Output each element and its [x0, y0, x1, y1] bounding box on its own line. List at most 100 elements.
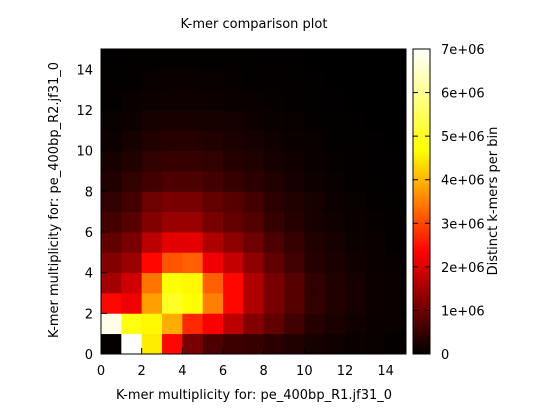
heatmap-cell [162, 252, 183, 274]
heatmap-cell [162, 333, 183, 355]
colorbar-tick-label: 7e+06 [441, 43, 485, 58]
heatmap-cell [121, 313, 143, 335]
heatmap-cell [284, 69, 305, 91]
heatmap-cell [263, 232, 285, 253]
heatmap-cell [162, 49, 183, 70]
heatmap-cell [243, 110, 265, 131]
heatmap-cell [345, 150, 366, 172]
heatmap-cell [223, 171, 244, 192]
y-tick-label: 0 [85, 348, 93, 363]
heatmap-cell [121, 130, 143, 152]
heatmap-cell [284, 110, 305, 131]
heatmap-cell [284, 130, 305, 152]
heatmap-cell [101, 211, 122, 233]
heatmap-cell [345, 232, 366, 253]
heatmap-cell [385, 293, 407, 314]
colorbar [412, 48, 431, 355]
heatmap-cell [365, 69, 387, 91]
heatmap-cell [385, 150, 407, 172]
heatmap-cell [223, 293, 244, 314]
y-tick-label: 14 [76, 63, 93, 78]
heatmap-cell [345, 69, 366, 91]
x-tick-label: 4 [178, 364, 186, 379]
heatmap-cell [182, 69, 204, 91]
heatmap-cell [223, 130, 244, 152]
heatmap-cell [141, 150, 163, 172]
heatmap-cell [121, 89, 143, 111]
heatmap-cell [345, 191, 366, 213]
heatmap-cell [121, 191, 143, 213]
heatmap-cell [141, 69, 163, 91]
heatmap-cell [243, 211, 265, 233]
heatmap-cell [385, 110, 407, 131]
heatmap-cell [243, 232, 265, 253]
heatmap-cell [304, 89, 326, 111]
x-tick-label: 10 [296, 364, 313, 379]
heatmap-cell [365, 150, 387, 172]
heatmap-cell [324, 150, 346, 172]
heatmap-cells [101, 49, 407, 355]
heatmap-cell [182, 89, 204, 111]
heatmap-cell [385, 130, 407, 152]
heatmap-cell [141, 191, 163, 213]
heatmap-cell [345, 89, 366, 111]
heatmap-cell [162, 69, 183, 91]
heatmap-cell [324, 89, 346, 111]
heatmap-cell [365, 252, 387, 274]
heatmap-cell [324, 69, 346, 91]
heatmap-cell [141, 313, 163, 335]
heatmap-cell [304, 232, 326, 253]
heatmap-cell [202, 130, 224, 152]
heatmap-cell [304, 272, 326, 294]
heatmap-cell [263, 252, 285, 274]
heatmap-cell [284, 333, 305, 355]
heatmap-cell [182, 110, 204, 131]
heatmap-cell [202, 89, 224, 111]
heatmap-cell [162, 191, 183, 213]
heatmap-cell [223, 313, 244, 335]
heatmap-cell [202, 150, 224, 172]
heatmap-cell [243, 130, 265, 152]
heatmap-cell [385, 191, 407, 213]
heatmap-cell [263, 69, 285, 91]
x-tick-label: 12 [337, 364, 354, 379]
heatmap-cell [324, 110, 346, 131]
heatmap-cell [162, 89, 183, 111]
heatmap-cell [284, 252, 305, 274]
heatmap-cell [385, 232, 407, 253]
heatmap-cell [121, 171, 143, 192]
heatmap-cell [304, 69, 326, 91]
heatmap-cell [162, 211, 183, 233]
heatmap-cell [365, 293, 387, 314]
heatmap-cell [223, 150, 244, 172]
heatmap-cell [263, 272, 285, 294]
heatmap-cell [365, 232, 387, 253]
heatmap-cell [141, 333, 163, 355]
heatmap-cell [304, 171, 326, 192]
heatmap-cell [304, 150, 326, 172]
heatmap-cell [365, 272, 387, 294]
colorbar-tick-label: 3e+06 [441, 217, 485, 232]
heatmap-cell [223, 69, 244, 91]
heatmap-cell [101, 49, 122, 70]
heatmap-cell [263, 313, 285, 335]
heatmap-cell [324, 171, 346, 192]
heatmap-cell [121, 211, 143, 233]
heatmap-cell [202, 333, 224, 355]
heatmap-cell [365, 211, 387, 233]
heatmap-cell [365, 130, 387, 152]
heatmap-cell [345, 313, 366, 335]
y-tick-label: 10 [76, 145, 93, 160]
y-axis-ticks: 0 2 4 6 8 10 12 14 [76, 63, 406, 363]
heatmap-cell [101, 110, 122, 131]
heatmap-cell [304, 49, 326, 70]
heatmap-cell [324, 191, 346, 213]
heatmap-cell [324, 49, 346, 70]
x-tick-label: 2 [138, 364, 146, 379]
heatmap-cell [243, 293, 265, 314]
heatmap-cell [182, 191, 204, 213]
heatmap-cell [141, 49, 163, 70]
heatmap-cell [141, 171, 163, 192]
heatmap-cell [263, 110, 285, 131]
colorbar-tick-label: 1e+06 [441, 304, 485, 319]
